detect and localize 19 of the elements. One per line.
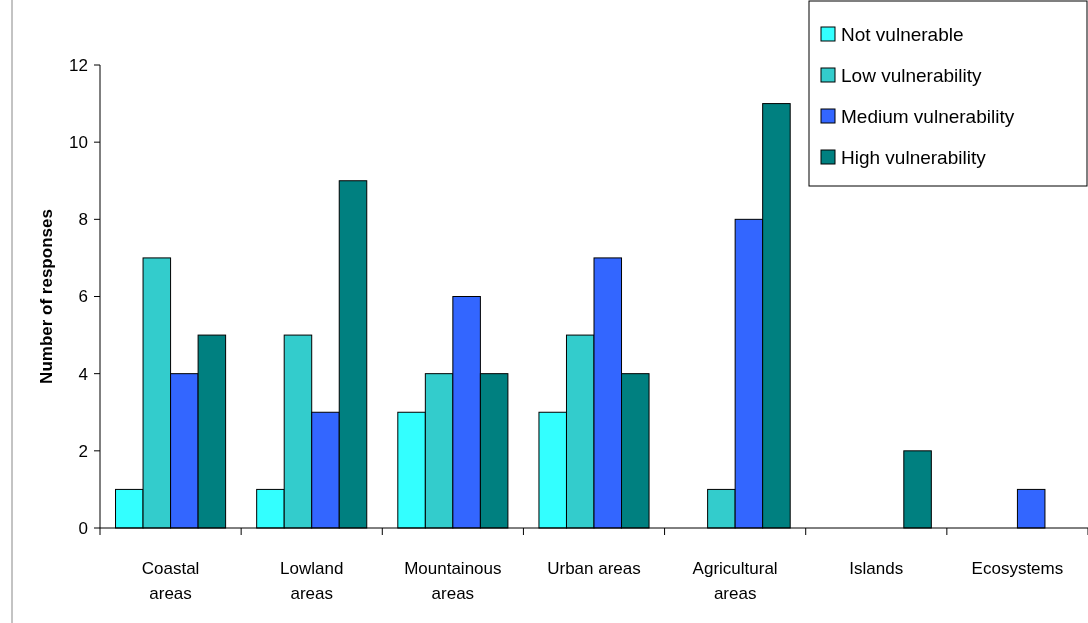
x-tick-label: Ecosystems	[971, 559, 1064, 578]
legend-label: Low vulnerability	[841, 64, 982, 86]
legend-label: High vulnerability	[841, 146, 987, 168]
legend-label: Medium vulnerability	[841, 105, 1015, 127]
legend-label: Not vulnerable	[841, 23, 964, 45]
y-tick-label: 6	[78, 287, 88, 307]
x-tick-label: Lowland areas	[280, 559, 344, 603]
x-tick-label: Mountainous areas	[404, 559, 502, 603]
y-tick-label: 8	[78, 210, 88, 230]
y-tick-label: 12	[69, 55, 88, 75]
x-tick-label: Islands	[849, 559, 904, 578]
y-tick-label: 2	[78, 441, 88, 461]
x-tick-label: Coastal areas	[141, 559, 200, 603]
y-axis-title: Number of responses	[37, 209, 56, 384]
y-tick-label: 4	[78, 364, 88, 384]
x-tick-label: Agricultural areas	[692, 559, 778, 603]
y-tick-label: 10	[69, 133, 88, 153]
x-tick-label: Urban areas	[547, 559, 641, 578]
y-tick-label: 0	[78, 518, 88, 538]
